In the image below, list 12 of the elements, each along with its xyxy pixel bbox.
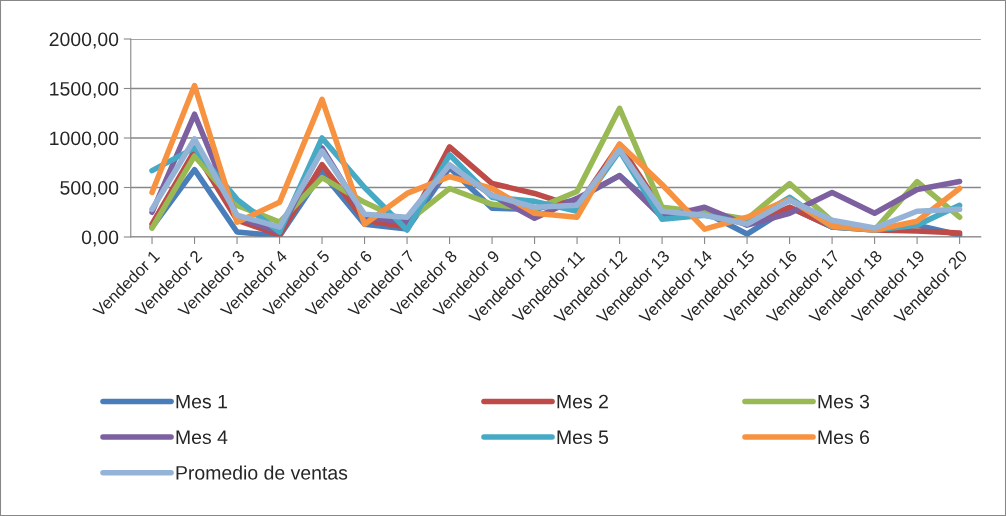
y-tick-label: 500,00 [60, 180, 119, 198]
legend-label: Mes 2 [557, 394, 608, 409]
legend-label: Mes 3 [818, 394, 870, 409]
legend-label: Promedio de ventas [176, 465, 348, 480]
legend-label: Mes 5 [557, 430, 609, 445]
y-tick-label: 2000,00 [49, 32, 119, 49]
legend-label: Mes 6 [818, 430, 870, 445]
y-tick-label: 1000,00 [50, 131, 119, 148]
legend-label: Mes 4 [176, 430, 228, 445]
y-tick-label: 0,00 [81, 230, 119, 247]
y-tick-label: 1500,00 [50, 81, 119, 99]
legend-label: Mes 1 [176, 394, 227, 409]
